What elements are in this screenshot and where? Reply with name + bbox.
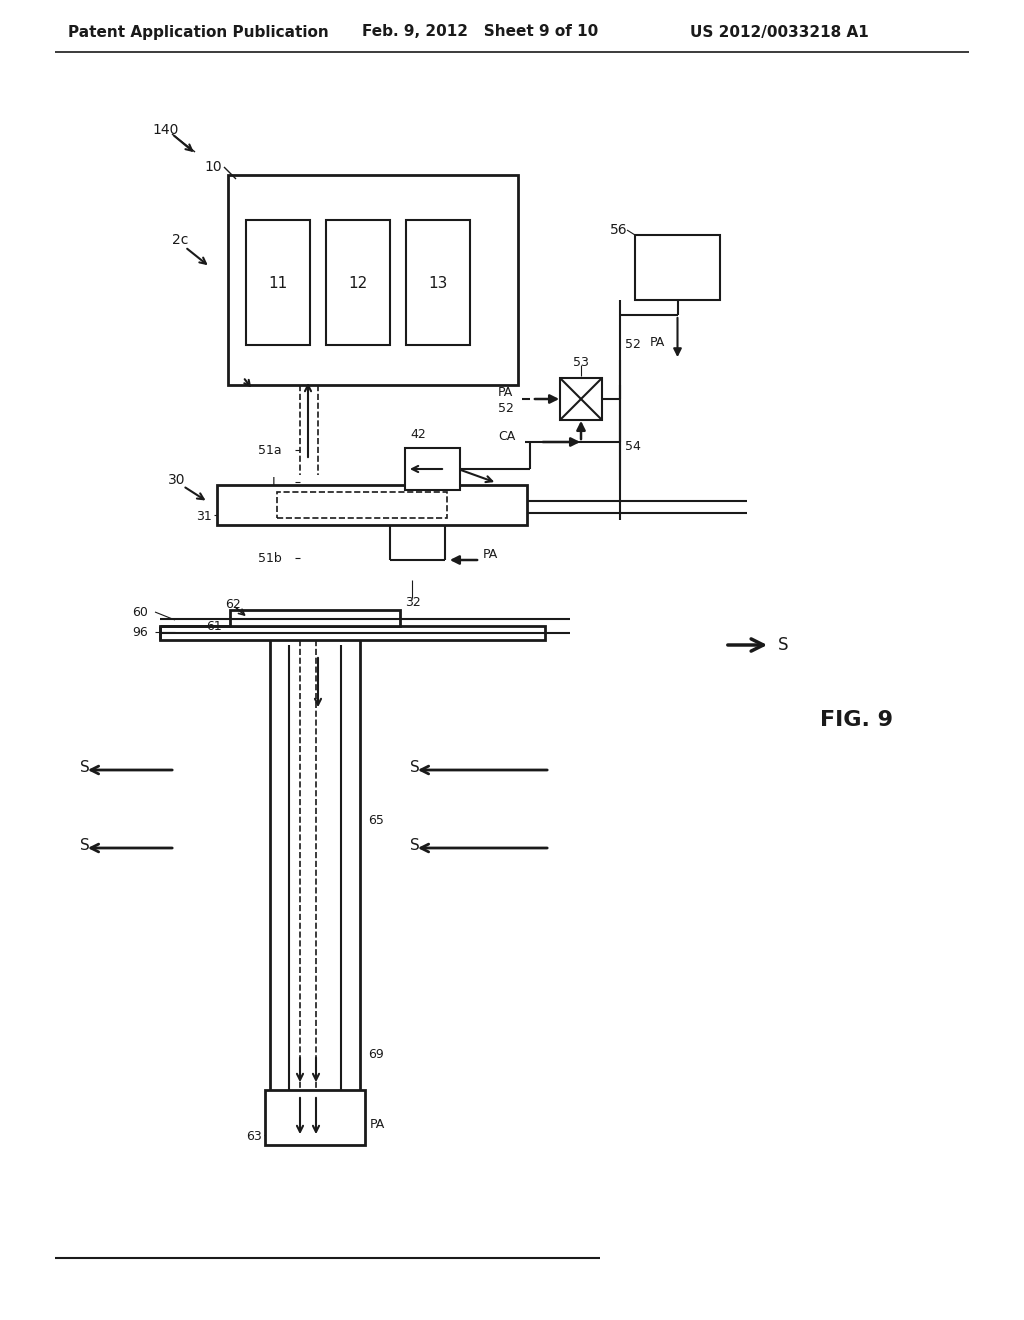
Text: S: S: [778, 636, 788, 653]
Text: 32: 32: [406, 595, 421, 609]
Text: Feb. 9, 2012   Sheet 9 of 10: Feb. 9, 2012 Sheet 9 of 10: [362, 25, 598, 40]
Bar: [160, 626, 545, 640]
Text: 52: 52: [625, 338, 641, 351]
Text: S: S: [80, 838, 90, 854]
Text: 51a: 51a: [258, 444, 282, 457]
Text: 52: 52: [498, 403, 514, 416]
Text: 65: 65: [368, 813, 384, 826]
Text: 63: 63: [246, 1130, 262, 1143]
Bar: [326, 220, 390, 345]
Bar: [635, 235, 720, 300]
Text: 12: 12: [348, 276, 368, 290]
Text: 69: 69: [368, 1048, 384, 1061]
Bar: [217, 484, 527, 525]
Text: PA: PA: [649, 335, 665, 348]
Text: S: S: [411, 760, 420, 776]
Text: 42: 42: [410, 428, 426, 441]
Text: 51b: 51b: [258, 552, 282, 565]
Text: 61: 61: [206, 619, 222, 632]
Text: Patent Application Publication: Patent Application Publication: [68, 25, 329, 40]
Bar: [278, 492, 447, 517]
Text: 60: 60: [132, 606, 148, 619]
Bar: [560, 378, 602, 420]
Bar: [406, 447, 460, 490]
Text: 62: 62: [225, 598, 241, 610]
Text: 140: 140: [152, 123, 178, 137]
Text: PA: PA: [483, 548, 499, 561]
Text: 54: 54: [625, 441, 641, 454]
Text: 2c: 2c: [172, 234, 188, 247]
Text: PA: PA: [370, 1118, 385, 1131]
Text: 13: 13: [428, 276, 447, 290]
Text: 56: 56: [610, 223, 628, 238]
Text: FIG. 9: FIG. 9: [820, 710, 893, 730]
Text: 31: 31: [197, 511, 212, 524]
Text: 53: 53: [573, 355, 589, 368]
Bar: [228, 176, 518, 385]
Text: CA: CA: [498, 430, 515, 444]
Bar: [406, 220, 470, 345]
Text: 10: 10: [205, 160, 222, 174]
Text: S: S: [80, 760, 90, 776]
Text: 11: 11: [268, 276, 288, 290]
Bar: [230, 610, 400, 626]
Text: S: S: [411, 838, 420, 854]
Text: 96: 96: [132, 626, 148, 639]
Text: L: L: [272, 475, 279, 488]
Text: PA: PA: [498, 387, 513, 400]
Text: 30: 30: [168, 473, 185, 487]
Bar: [246, 220, 310, 345]
Text: US 2012/0033218 A1: US 2012/0033218 A1: [690, 25, 868, 40]
Bar: [265, 1090, 365, 1144]
